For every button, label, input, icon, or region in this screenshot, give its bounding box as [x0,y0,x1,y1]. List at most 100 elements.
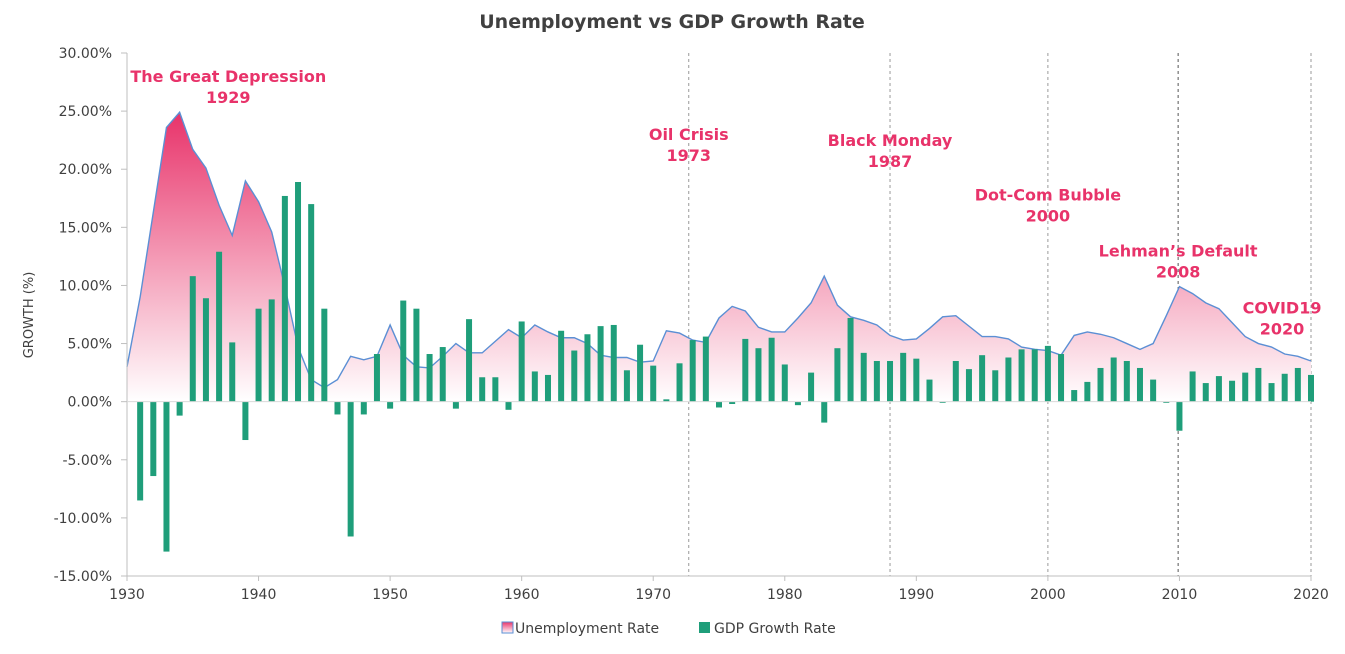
gdp-bar [689,340,696,402]
event-label-year: 1987 [868,152,913,171]
gdp-bar [373,354,380,402]
gdp-bar [242,401,249,441]
gdp-bar [163,401,170,552]
gdp-bar [1242,372,1249,402]
gdp-bar [360,401,367,415]
gdp-bar [979,355,986,402]
gdp-bar [610,324,617,402]
gdp-bar [505,401,512,410]
y-tick-label: -10.00% [54,511,112,527]
gdp-bar [1123,360,1130,402]
gdp-bar [1097,367,1104,402]
x-tick-label: 1940 [241,587,277,603]
event-label-year: 1973 [666,146,711,165]
gdp-bar [992,370,999,402]
y-tick-label: 25.00% [59,104,112,120]
gdp-bar [229,342,236,402]
gdp-bar [794,401,801,406]
event-label-year: 2000 [1026,207,1071,226]
y-tick-label: 10.00% [59,278,112,294]
gdp-bar [347,401,354,537]
y-tick-label: 0.00% [68,395,112,411]
y-tick-label: 20.00% [59,162,112,178]
gdp-bar [584,334,591,402]
gdp-bar [1281,373,1288,402]
gdp-bar [821,401,828,423]
y-axis-label: GROWTH (%) [22,272,37,359]
gdp-bar [808,372,815,402]
y-tick-label: -5.00% [62,453,112,469]
legend-swatch-unemployment [501,621,514,634]
event-labels: The Great Depression 1929 Oil Crisis 1973 Bl… [130,67,1321,338]
gdp-bar [597,326,604,402]
gdp-bar [202,298,209,402]
gdp-bar [847,317,854,402]
gdp-bar [729,401,736,404]
gdp-bar [1150,379,1157,402]
gdp-bar [887,360,894,402]
x-tick-label: 1980 [767,587,803,603]
gdp-bar [1229,380,1236,402]
gdp-bar [1163,401,1170,403]
gdp-bar [781,364,788,402]
gdp-bar [426,354,433,402]
gdp-bar [544,374,551,402]
gdp-bar [1215,376,1222,402]
x-axis-ticks: 1930 1940 1950 1960 1970 1980 1990 2000 2010 2020 [109,576,1329,603]
y-tick-label: 5.00% [68,337,112,353]
gdp-bar [1189,371,1196,402]
gdp-bar [1005,357,1012,402]
x-tick-label: 1990 [899,587,935,603]
legend-item-unemployment[interactable]: Unemployment Rate [501,621,659,637]
gdp-bar [281,195,288,402]
gdp-bar [1176,401,1183,431]
gdp-bar [755,348,762,402]
x-tick-label: 2010 [1162,587,1198,603]
gdp-bar [1018,349,1025,402]
gdp-bar [1044,345,1051,402]
gdp-bar [189,276,196,402]
legend-label-unemployment: Unemployment Rate [515,621,659,637]
gdp-bar [768,337,775,402]
gdp-bar [1084,381,1091,402]
legend-swatch-gdp [699,622,710,633]
gdp-bar [268,299,275,402]
x-tick-label: 1970 [635,587,671,603]
gdp-bar [716,401,722,408]
gdp-bar [492,377,499,402]
gdp-bar [1136,367,1143,402]
y-axis-ticks: 30.00% 25.00% 20.00% 15.00% 10.00% 5.00% 0.00%… [54,46,127,585]
gdp-bar [834,348,841,402]
gdp-bar [1031,349,1038,402]
gdp-bar [1255,367,1262,402]
gdp-bar [676,363,683,402]
gdp-bar [965,369,972,402]
gdp-bar [558,330,565,402]
event-label-name: Oil Crisis [649,125,729,144]
gdp-bar [1294,367,1301,402]
event-label-year: 2008 [1156,262,1201,281]
y-tick-label: -15.00% [54,569,112,585]
gdp-bar [308,204,315,402]
y-tick-label: 15.00% [59,220,112,236]
gdp-bar [1071,390,1078,402]
gdp-bar [623,370,630,402]
gdp-bar [913,358,920,402]
legend-label-gdp: GDP Growth Rate [714,621,836,637]
y-tick-label: 30.00% [59,46,112,62]
legend: Unemployment Rate GDP Growth Rate [501,621,836,637]
chart-title: Unemployment vs GDP Growth Rate [479,11,865,33]
event-label-name: Dot-Com Bubble [975,186,1122,205]
gdp-bar [216,251,223,402]
gdp-bars [137,182,1314,552]
legend-item-gdp[interactable]: GDP Growth Rate [699,621,836,637]
gdp-bar [518,321,525,402]
gdp-bar [926,379,933,402]
event-label-name: COVID19 [1243,298,1322,317]
event-label-name: Lehman’s Default [1099,241,1258,260]
gdp-bar [1058,354,1065,402]
gdp-bar [413,308,420,402]
gdp-bar [650,365,657,402]
